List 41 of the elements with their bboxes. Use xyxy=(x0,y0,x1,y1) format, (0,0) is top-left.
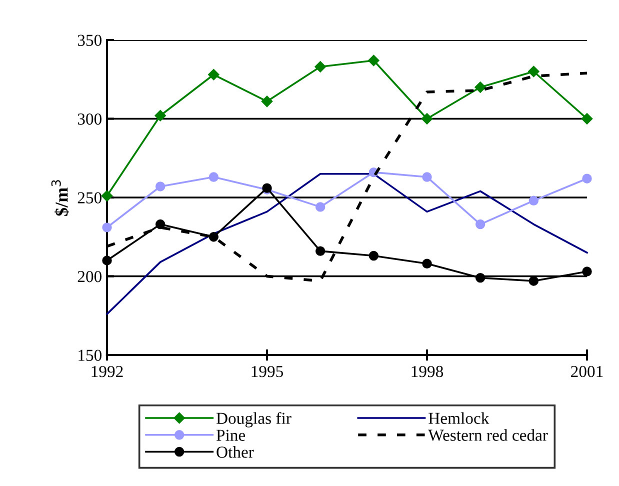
legend-label: Pine xyxy=(216,430,246,441)
y-tick-label: 350 xyxy=(78,34,102,46)
y-tick-label: 300 xyxy=(78,113,102,125)
point xyxy=(582,266,592,276)
y-axis-title: $/m$^{3}$ xyxy=(51,180,69,216)
point xyxy=(368,54,380,66)
y-tick-label: 200 xyxy=(78,270,102,282)
point xyxy=(261,96,273,108)
legend-label: Western red cedar xyxy=(428,429,548,441)
legend-label: Douglas fir xyxy=(216,412,292,428)
x-tick-label: 1992 xyxy=(92,366,123,378)
y-tick-label: 250 xyxy=(78,192,102,204)
point xyxy=(102,256,112,266)
point xyxy=(154,110,166,122)
point xyxy=(422,258,432,269)
x-tick-label: 1995 xyxy=(252,366,284,378)
point xyxy=(528,196,539,206)
x-tick-label: 1998 xyxy=(412,366,444,378)
point xyxy=(474,82,486,93)
point xyxy=(368,250,379,261)
point xyxy=(475,272,486,283)
point xyxy=(208,69,220,80)
point xyxy=(155,182,166,192)
point xyxy=(475,219,486,230)
point xyxy=(528,66,540,78)
point xyxy=(315,202,326,212)
x-tick-label: 2001 xyxy=(571,366,603,378)
point xyxy=(208,232,219,242)
y-tick-label: 150 xyxy=(78,350,102,361)
legend-label: Hemlock xyxy=(428,412,490,424)
point xyxy=(581,113,593,124)
point xyxy=(314,61,326,72)
point xyxy=(528,276,539,286)
point xyxy=(422,172,432,182)
point xyxy=(315,246,326,256)
point xyxy=(155,219,166,230)
point xyxy=(421,113,433,124)
point xyxy=(102,222,112,232)
point xyxy=(208,172,219,182)
point xyxy=(582,174,592,184)
legend-label: Other xyxy=(216,446,254,458)
